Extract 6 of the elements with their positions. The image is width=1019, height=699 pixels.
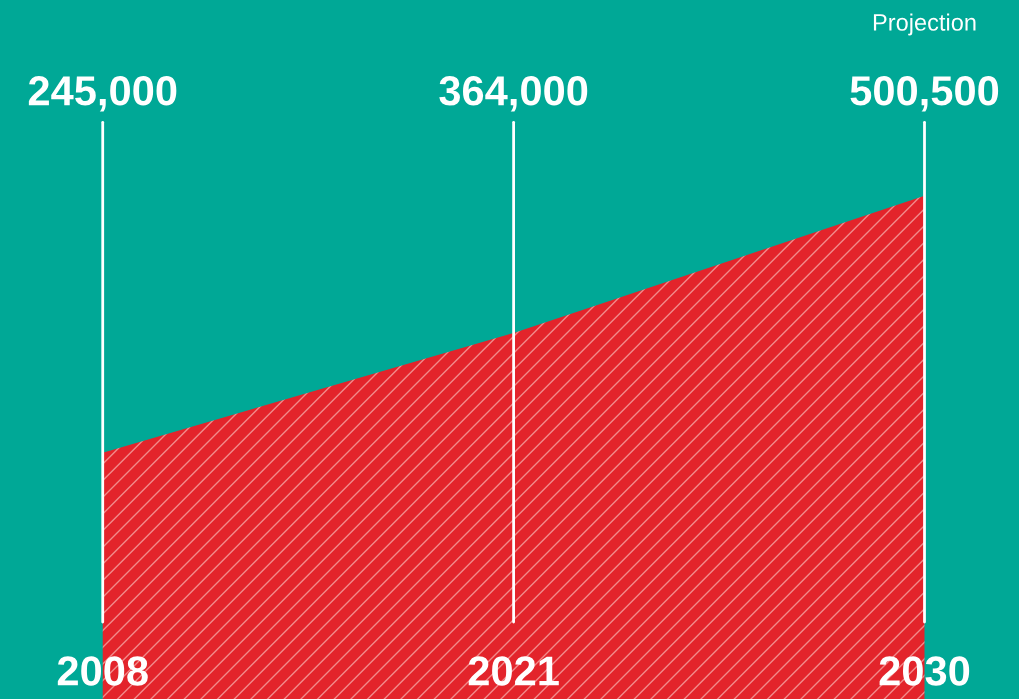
x-tick-label: 2021	[468, 656, 559, 686]
text: Projection	[873, 13, 976, 36]
data-label: 364,000	[439, 76, 588, 112]
data-label: 245,000	[28, 76, 177, 112]
x-tick-label: 2030	[879, 656, 970, 686]
data-label: 500,500	[850, 76, 999, 112]
